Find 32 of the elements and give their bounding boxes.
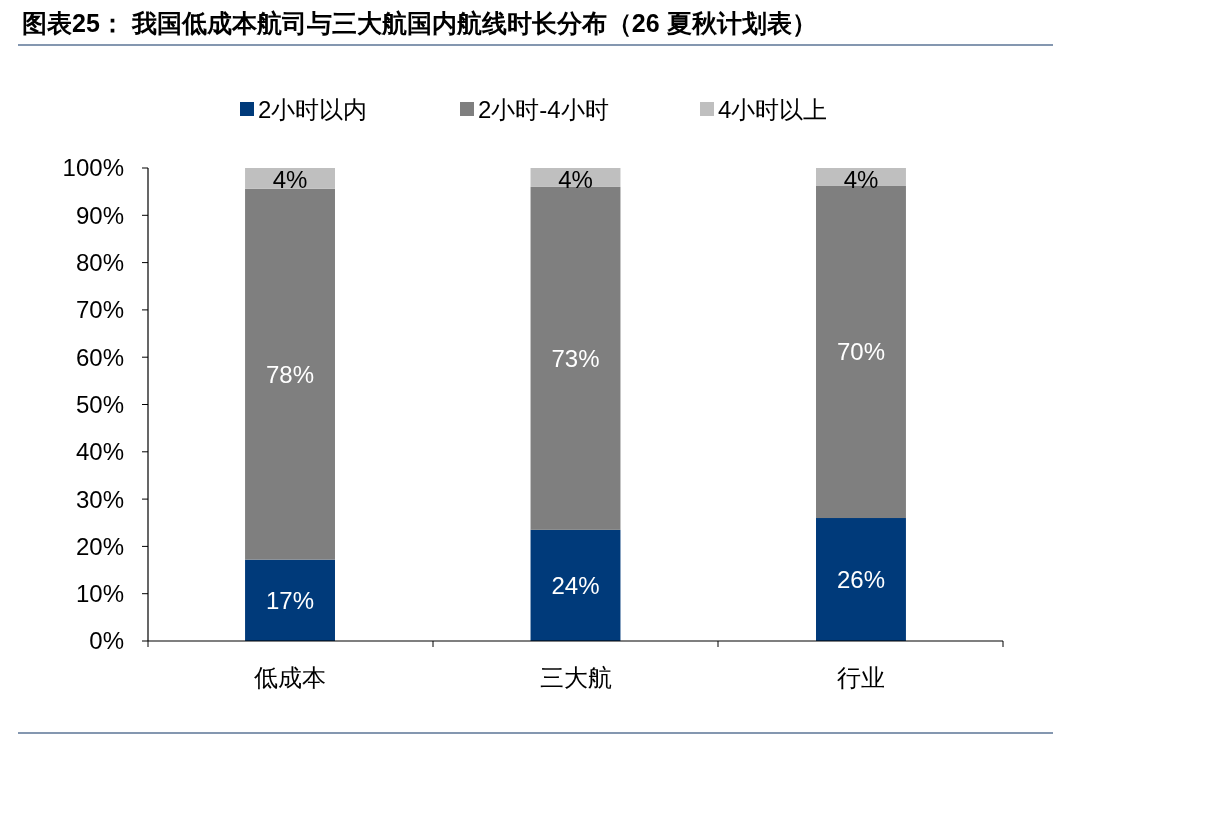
y-tick-label: 40% <box>75 438 124 466</box>
x-tick-label: 行业 <box>836 664 885 691</box>
y-tick-label: 80% <box>75 249 124 276</box>
y-tick-label: 90% <box>75 201 124 229</box>
legend-label: 4小时以上 <box>718 96 828 124</box>
bar <box>245 188 335 560</box>
x-tick-label: 低成本 <box>254 664 327 691</box>
legend-label: 2小时-4小时 <box>478 96 609 124</box>
bar <box>530 186 621 530</box>
y-tick-label: 10% <box>75 580 124 608</box>
y-tick-label: 50% <box>75 390 124 418</box>
y-tick-label: 20% <box>75 532 124 560</box>
data-label: 4% <box>558 166 593 194</box>
data-label: 24% <box>551 571 600 599</box>
bar <box>816 518 906 641</box>
y-tick-label: 100% <box>62 154 124 182</box>
data-label: 4% <box>272 166 308 194</box>
bar <box>245 559 335 641</box>
data-label: 4% <box>843 166 879 194</box>
legend-label: 2小时以内 <box>258 96 368 124</box>
data-label: 70% <box>836 338 885 366</box>
y-tick-label: 70% <box>75 296 124 324</box>
data-label: 26% <box>836 565 885 593</box>
data-label: 78% <box>266 360 315 388</box>
y-tick-label: 30% <box>75 485 124 513</box>
chart-title: 图表25： 我国低成本航司与三大航国内航线时长分布（26 夏秋计划表） <box>22 9 817 37</box>
data-label: 17% <box>266 586 315 614</box>
bar <box>530 529 621 641</box>
data-label: 73% <box>551 344 600 372</box>
y-tick-label: 60% <box>75 343 124 371</box>
y-tick-label: 0% <box>89 627 124 655</box>
x-tick-label: 三大航 <box>539 664 612 691</box>
